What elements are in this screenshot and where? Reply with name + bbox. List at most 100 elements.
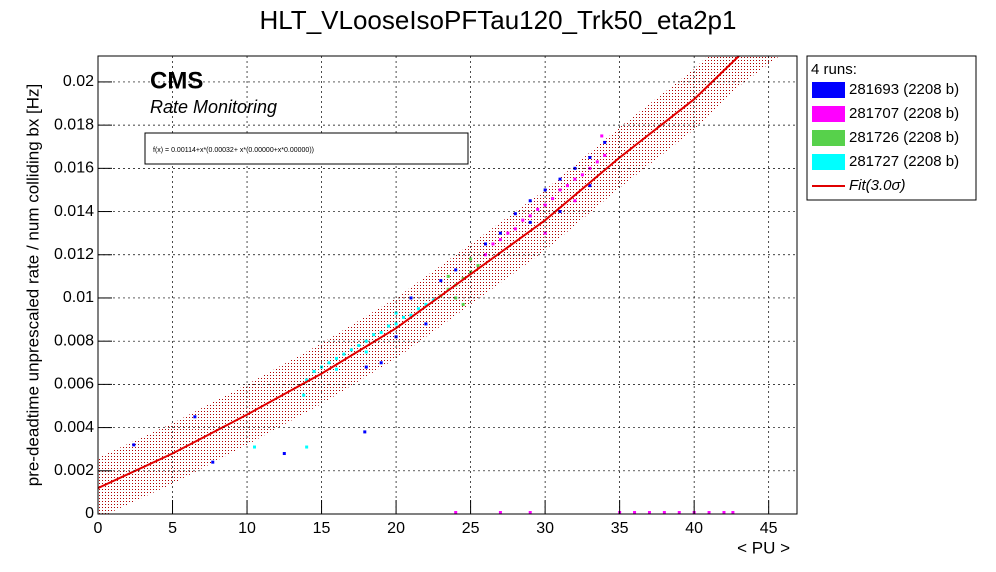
data-point bbox=[402, 315, 406, 319]
data-point bbox=[379, 361, 383, 365]
x-tick-label: 20 bbox=[387, 520, 405, 537]
data-point bbox=[536, 207, 540, 211]
y-tick-label: 0.008 bbox=[54, 332, 94, 349]
data-point bbox=[603, 140, 607, 144]
data-point bbox=[498, 231, 502, 235]
legend-label: 281726 (2208 b) bbox=[849, 129, 959, 146]
legend-label: Fit(3.0σ) bbox=[849, 177, 906, 194]
data-point bbox=[132, 443, 136, 447]
data-point bbox=[305, 378, 309, 382]
data-point bbox=[558, 177, 562, 181]
data-point bbox=[498, 238, 502, 242]
data-point bbox=[573, 199, 577, 203]
legend-title: 4 runs: bbox=[811, 61, 857, 78]
data-point bbox=[513, 212, 517, 216]
data-point bbox=[424, 322, 428, 326]
data-point bbox=[454, 268, 458, 272]
data-point bbox=[439, 279, 443, 283]
y-tick-label: 0.014 bbox=[54, 203, 94, 220]
legend-swatch bbox=[812, 130, 845, 146]
legend-label: 281693 (2208 b) bbox=[849, 81, 959, 98]
data-point bbox=[588, 156, 592, 160]
legend-box bbox=[806, 55, 977, 201]
data-point bbox=[416, 307, 420, 311]
y-tick-label: 0.002 bbox=[54, 462, 94, 479]
data-point bbox=[484, 253, 488, 257]
cms-label: CMS bbox=[150, 67, 203, 94]
y-tick-label: 0.016 bbox=[54, 160, 94, 177]
data-point bbox=[513, 227, 517, 231]
data-point bbox=[372, 333, 376, 337]
subtitle: Rate Monitoring bbox=[150, 97, 277, 117]
data-point bbox=[677, 511, 681, 514]
data-point bbox=[394, 311, 398, 315]
x-tick-label: 45 bbox=[760, 520, 778, 537]
data-point bbox=[394, 322, 398, 326]
data-point bbox=[454, 511, 458, 514]
data-point bbox=[193, 415, 197, 419]
x-tick-label: 10 bbox=[238, 520, 256, 537]
legend-swatch bbox=[812, 82, 845, 98]
data-point bbox=[588, 184, 592, 188]
data-point bbox=[528, 199, 532, 203]
x-tick-label: 15 bbox=[313, 520, 331, 537]
data-point bbox=[334, 356, 338, 360]
data-point bbox=[379, 331, 383, 335]
data-point bbox=[364, 350, 368, 354]
data-point bbox=[595, 160, 599, 164]
data-point bbox=[707, 511, 711, 514]
data-point bbox=[409, 313, 413, 317]
data-point bbox=[302, 393, 306, 397]
plot-content bbox=[98, 56, 780, 514]
x-tick-label: 35 bbox=[611, 520, 629, 537]
data-point bbox=[461, 302, 465, 306]
fit-formula: f(x) = 0.00114+x*(0.00032+ x*(0.00000+x*… bbox=[153, 147, 314, 154]
data-point bbox=[731, 511, 735, 514]
fit-line bbox=[98, 56, 741, 489]
data-point bbox=[454, 296, 458, 300]
data-point bbox=[528, 214, 532, 218]
data-point bbox=[558, 188, 562, 192]
data-point bbox=[647, 511, 651, 514]
data-point bbox=[722, 511, 726, 514]
data-point bbox=[543, 203, 547, 207]
y-tick-label: 0.012 bbox=[54, 246, 94, 263]
data-point bbox=[528, 511, 532, 514]
y-axis-label: pre-deadtime unprescaled rate / num coll… bbox=[23, 84, 42, 487]
data-point bbox=[342, 352, 346, 356]
data-point bbox=[334, 367, 338, 371]
legend: 4 runs: 281693 (2208 b) 281707 (2208 b) 28… bbox=[806, 55, 977, 201]
data-point bbox=[252, 445, 256, 449]
data-point bbox=[498, 511, 502, 514]
legend-swatch bbox=[812, 154, 845, 170]
data-point bbox=[543, 231, 547, 235]
legend-swatch bbox=[812, 106, 845, 122]
data-point bbox=[633, 511, 637, 514]
data-point bbox=[446, 274, 450, 278]
data-point bbox=[662, 511, 666, 514]
data-point bbox=[327, 361, 331, 365]
y-tick-label: 0.01 bbox=[63, 289, 94, 306]
formula-box bbox=[144, 132, 469, 165]
data-point bbox=[305, 445, 309, 449]
data-point bbox=[603, 153, 607, 157]
data-point bbox=[409, 296, 413, 300]
data-point bbox=[580, 173, 584, 177]
data-point bbox=[484, 242, 488, 246]
data-point bbox=[551, 197, 555, 201]
x-tick-label: 5 bbox=[168, 520, 177, 537]
data-point bbox=[543, 188, 547, 192]
data-point bbox=[600, 134, 604, 138]
data-point bbox=[476, 264, 480, 268]
legend-label: 281707 (2208 b) bbox=[849, 105, 959, 122]
data-point bbox=[363, 430, 367, 434]
data-point bbox=[521, 218, 525, 222]
data-point bbox=[312, 369, 316, 373]
data-point bbox=[528, 220, 532, 224]
data-point bbox=[364, 339, 368, 343]
x-tick-label: 0 bbox=[94, 520, 103, 537]
data-point bbox=[364, 365, 368, 369]
data-point bbox=[211, 460, 215, 464]
y-tick-label: 0.02 bbox=[63, 73, 94, 90]
